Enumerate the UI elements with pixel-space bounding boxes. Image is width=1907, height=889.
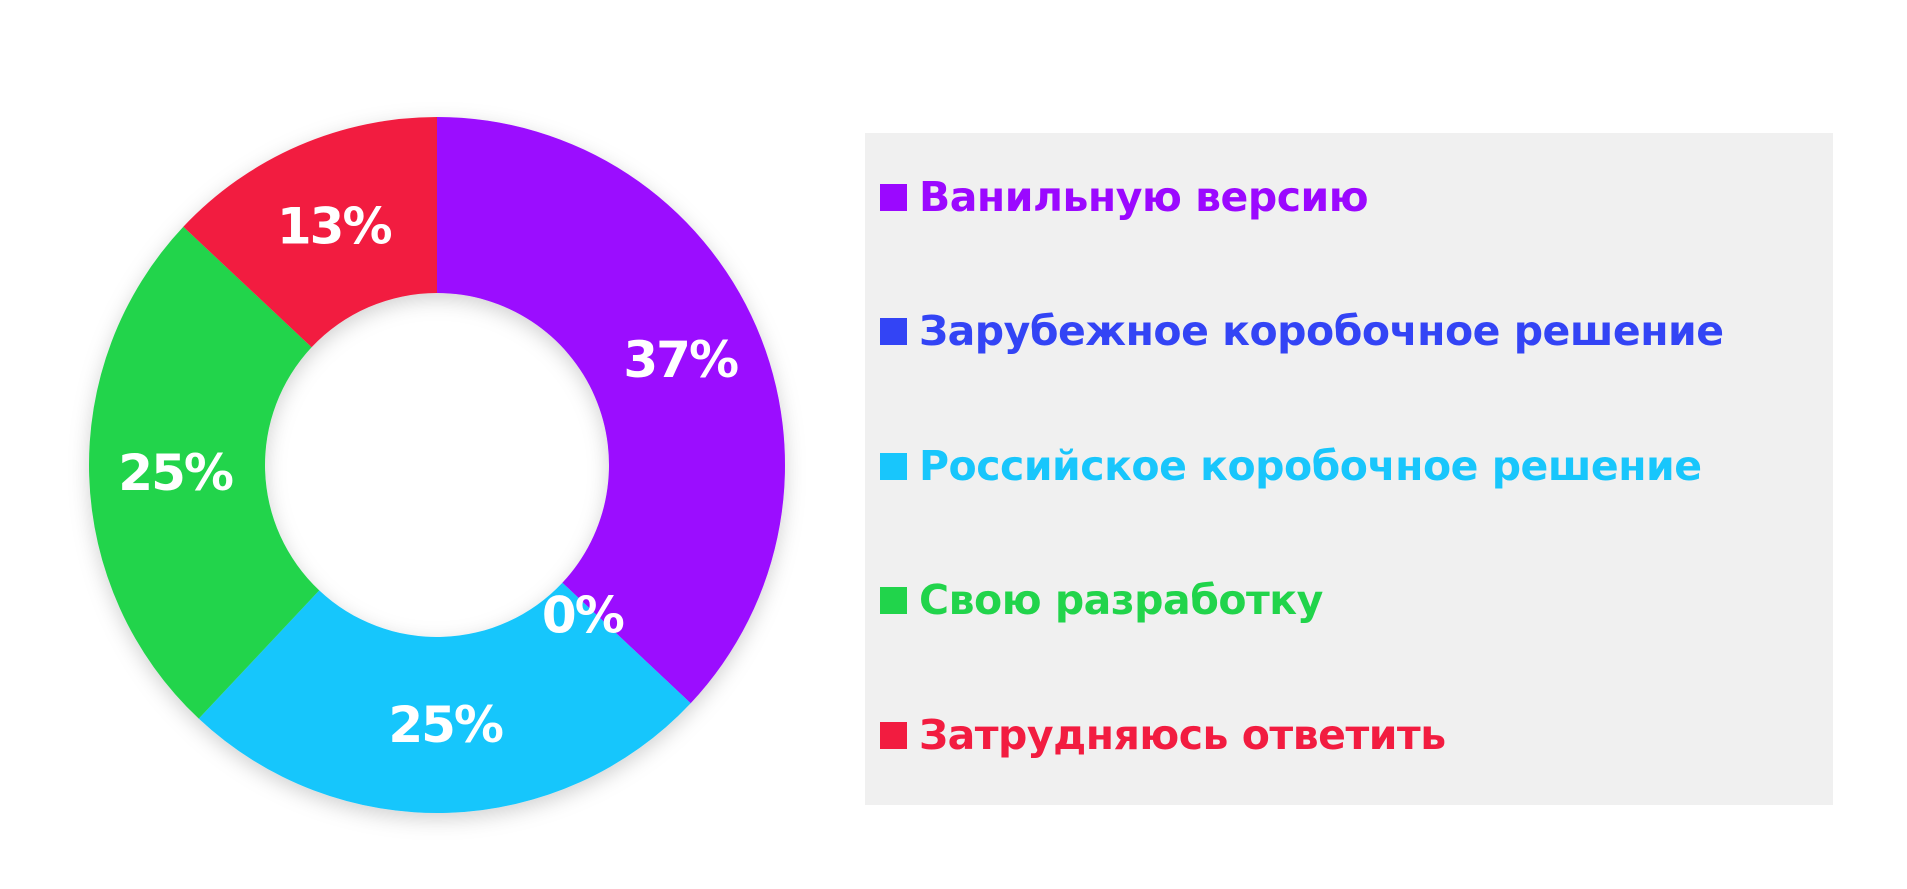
slice-label-3: 25% <box>118 444 233 502</box>
slice-label-1: 0% <box>542 587 624 645</box>
legend-item: Затрудняюсь ответить <box>880 705 1446 765</box>
chart-legend: Ванильную версию Зарубежное коробочное ре… <box>865 133 1833 805</box>
legend-swatch <box>880 317 907 345</box>
legend-label: Российское коробочное решение <box>919 442 1702 490</box>
slice-label-0: 37% <box>623 331 738 389</box>
legend-label: Затрудняюсь ответить <box>919 711 1446 759</box>
legend-swatch <box>880 586 907 614</box>
legend-label: Ванильную версию <box>919 173 1369 221</box>
legend-label: Зарубежное коробочное решение <box>919 307 1724 355</box>
legend-item: Ванильную версию <box>880 167 1369 227</box>
legend-swatch <box>880 183 907 211</box>
slice-3 <box>89 226 320 719</box>
legend-item: Свою разработку <box>880 570 1323 630</box>
legend-swatch <box>880 721 907 749</box>
legend-label: Свою разработку <box>919 576 1323 624</box>
legend-item: Зарубежное коробочное решение <box>880 301 1724 361</box>
slice-label-4: 13% <box>277 197 392 255</box>
slice-0 <box>437 117 786 704</box>
slice-2 <box>198 582 691 813</box>
legend-item: Российское коробочное решение <box>880 436 1702 496</box>
donut-chart: 37% 0% 25% 25% 13% <box>89 117 786 813</box>
slice-label-2: 25% <box>388 696 503 754</box>
slice-4 <box>183 117 437 348</box>
legend-swatch <box>880 452 907 480</box>
